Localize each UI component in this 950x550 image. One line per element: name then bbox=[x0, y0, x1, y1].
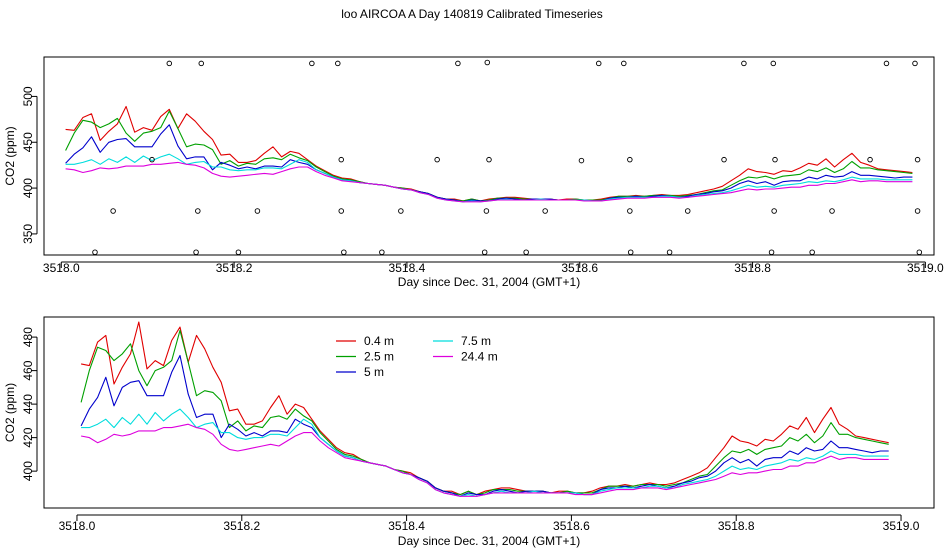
marker-point bbox=[912, 60, 918, 67]
marker-point bbox=[309, 60, 315, 67]
x-tick-label: 3519.0 bbox=[883, 519, 920, 533]
series-line-4 bbox=[80, 423, 889, 497]
marker-point bbox=[772, 156, 778, 163]
marker-point bbox=[829, 208, 835, 214]
series-line-0 bbox=[80, 321, 889, 496]
marker-point bbox=[627, 208, 633, 214]
marker-point bbox=[809, 249, 815, 255]
marker-point bbox=[434, 156, 440, 163]
marker-point bbox=[379, 249, 385, 255]
marker-point bbox=[338, 156, 344, 163]
series-line-0 bbox=[65, 105, 913, 202]
marker-point bbox=[578, 157, 585, 164]
series-line-4 bbox=[65, 161, 913, 203]
x-tick-label: 3518.0 bbox=[59, 519, 96, 533]
y-tick-label: 400 bbox=[21, 461, 35, 481]
marker-point bbox=[254, 208, 261, 214]
marker-point bbox=[195, 208, 201, 214]
marker-point bbox=[627, 156, 633, 163]
y-tick-label: 350 bbox=[21, 224, 35, 244]
marker-point bbox=[684, 208, 691, 214]
legend: 0.4 m 2.5 m5 m 7.5 m 24.4 m bbox=[336, 334, 498, 379]
marker-point bbox=[721, 156, 727, 163]
x-axis-label: Day since Dec. 31, 2004 (GMT+1) bbox=[398, 275, 580, 289]
x-tick-label: 3518.6 bbox=[561, 261, 598, 275]
y-axis-label: CO2 (ppm) bbox=[3, 126, 17, 185]
top-panel: 3518.0 3518.2 3518.4 3518.6 3518.8 3519.0 350 4… bbox=[3, 56, 944, 289]
marker-point bbox=[523, 249, 529, 255]
marker-point bbox=[483, 208, 490, 214]
plot-frame bbox=[43, 316, 935, 509]
x-tick-label: 3518.6 bbox=[553, 519, 590, 533]
marker-point bbox=[486, 156, 492, 163]
marker-point bbox=[149, 156, 155, 163]
y-tick-label: 420 bbox=[21, 427, 35, 447]
marker-point bbox=[455, 60, 461, 67]
y-tick-label: 450 bbox=[21, 132, 35, 152]
legend-label: 24.4 m bbox=[461, 350, 498, 364]
x-axis-label: Day since Dec. 31, 2004 (GMT+1) bbox=[398, 534, 580, 548]
series-line-3 bbox=[81, 408, 889, 497]
marker-point bbox=[741, 60, 747, 67]
y-tick-label: 460 bbox=[21, 360, 35, 380]
marker-point bbox=[666, 249, 673, 255]
marker-point bbox=[198, 60, 205, 67]
marker-point bbox=[771, 208, 777, 214]
x-tick-label: 3518.2 bbox=[223, 519, 260, 533]
marker-point bbox=[341, 249, 347, 255]
legend-label: 0.4 m bbox=[364, 334, 394, 348]
series-line-2 bbox=[80, 354, 889, 497]
marker-point bbox=[484, 59, 491, 66]
x-tick-label: 3518.2 bbox=[216, 261, 253, 275]
x-tick-label: 3518.8 bbox=[718, 519, 755, 533]
y-tick-label: 440 bbox=[21, 394, 35, 414]
x-tick-label: 3518.8 bbox=[734, 261, 771, 275]
legend-label: 7.5 m bbox=[461, 334, 491, 348]
series-line-1 bbox=[80, 329, 889, 496]
y-tick-label: 500 bbox=[21, 86, 35, 106]
bottom-panel: 3518.0 3518.2 3518.4 3518.6 3518.8 3519.0 400 4… bbox=[3, 316, 935, 548]
y-axis-label: CO2 (ppm) bbox=[3, 383, 17, 442]
marker-point bbox=[193, 249, 199, 255]
marker-point bbox=[770, 60, 777, 67]
x-tick-label: 3518.4 bbox=[389, 261, 426, 275]
series-group bbox=[80, 321, 889, 497]
marker-point bbox=[338, 208, 344, 214]
y-tick-label: 400 bbox=[21, 178, 35, 198]
marker-point bbox=[916, 249, 923, 255]
marker-point bbox=[398, 208, 404, 214]
marker-point bbox=[867, 156, 873, 163]
y-tick-label: 480 bbox=[21, 327, 35, 347]
x-tick-label: 3519.0 bbox=[907, 261, 944, 275]
x-tick-label: 3518.0 bbox=[43, 261, 80, 275]
marker-point bbox=[595, 60, 602, 67]
figure-title: loo AIRCOA A Day 140819 Calibrated Times… bbox=[341, 7, 602, 21]
marker-point bbox=[92, 249, 98, 255]
marker-point bbox=[914, 156, 921, 163]
plot-frame bbox=[43, 56, 935, 256]
legend-label: 5 m bbox=[364, 365, 384, 379]
marker-point bbox=[621, 60, 627, 67]
marker-point bbox=[768, 249, 775, 255]
marker-point bbox=[166, 60, 173, 67]
marker-point bbox=[914, 208, 921, 214]
marker-point bbox=[110, 208, 116, 214]
series-line-3 bbox=[65, 153, 913, 203]
marker-point bbox=[542, 208, 548, 214]
legend-label: 2.5 m bbox=[364, 350, 394, 364]
series-group bbox=[65, 105, 913, 203]
series-line-1 bbox=[65, 110, 913, 202]
marker-point bbox=[235, 249, 242, 255]
x-tick-label: 3518.4 bbox=[388, 519, 425, 533]
marker-point bbox=[627, 249, 634, 255]
marker-point bbox=[481, 249, 488, 255]
marker-point bbox=[883, 60, 890, 67]
marker-point bbox=[335, 60, 341, 67]
